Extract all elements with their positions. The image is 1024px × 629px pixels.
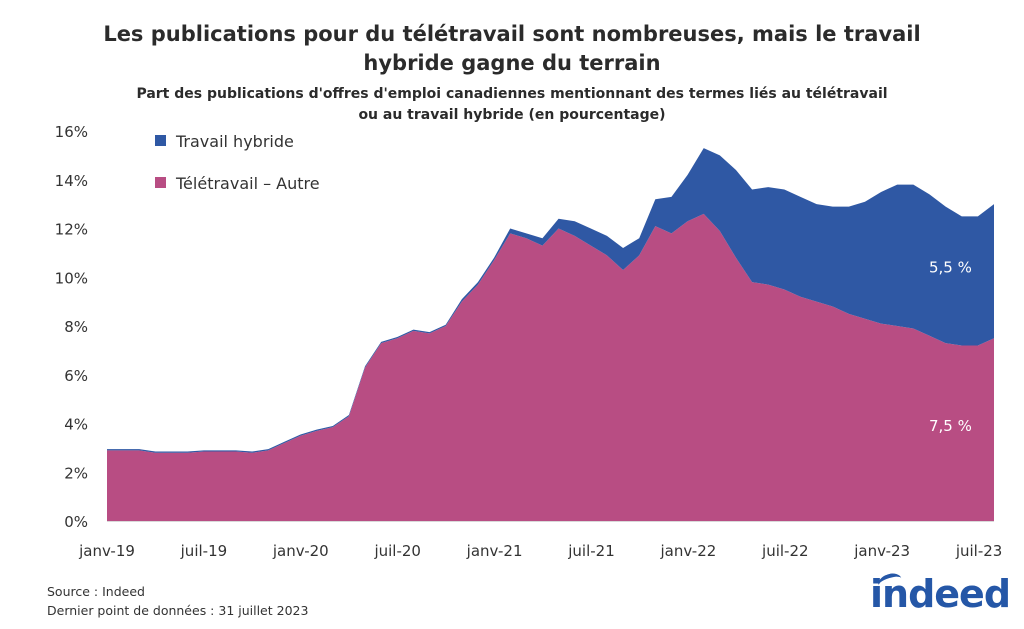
- area-series-travail-hybride: [107, 148, 994, 453]
- y-tick-label: 14%: [55, 172, 88, 190]
- y-tick-label: 12%: [55, 221, 88, 239]
- x-tick-label: juil-20: [373, 542, 421, 560]
- y-tick-label: 4%: [64, 416, 88, 434]
- y-tick-label: 2%: [64, 464, 88, 482]
- x-tick-label: janv-23: [853, 542, 910, 560]
- logo-wordmark: indeed: [870, 572, 1011, 616]
- y-tick-label: 8%: [64, 318, 88, 336]
- legend-label: Télétravail – Autre: [175, 174, 320, 193]
- last-data-point-text: Dernier point de données : 31 juillet 20…: [47, 603, 309, 618]
- x-tick-label: janv-21: [466, 542, 523, 560]
- data-label: 5,5 %: [929, 258, 972, 276]
- y-tick-label: 6%: [64, 367, 88, 385]
- x-tick-label: juil-21: [567, 542, 615, 560]
- chart-title-line-1: Les publications pour du télétravail son…: [103, 22, 921, 46]
- chart-subtitle-line-2: ou au travail hybride (en pourcentage): [358, 107, 666, 123]
- source-text: Source : Indeed: [47, 584, 145, 599]
- chart-subtitle-line-1: Part des publications d'offres d'emploi …: [136, 86, 888, 102]
- x-tick-label: janv-19: [78, 542, 135, 560]
- chart-subtitle: Part des publications d'offres d'emploi …: [0, 84, 1024, 126]
- area-series-teletravail-autre: [107, 213, 994, 521]
- x-tick-label: juil-19: [180, 542, 228, 560]
- annotations-layer: 5,5 % 7,5 %: [929, 258, 972, 434]
- data-label: 7,5 %: [929, 417, 972, 435]
- x-tick-label: juil-22: [761, 542, 809, 560]
- area-layer: [107, 148, 994, 521]
- x-tick-label: juil-23: [955, 542, 1003, 560]
- y-tick-label: 0%: [64, 513, 88, 531]
- chart-title: Les publications pour du télétravail son…: [0, 20, 1024, 78]
- legend-swatch: [155, 135, 166, 146]
- y-tick-label: 16%: [55, 123, 88, 141]
- legend: Travail hybride Télétravail – Autre: [155, 132, 320, 193]
- axes-layer: 0% 2% 4% 6% 8% 10% 12% 14% 16% janv-19 juil-19 janv…: [55, 123, 1003, 560]
- x-tick-label: janv-22: [659, 542, 716, 560]
- legend-label: Travail hybride: [175, 132, 294, 151]
- legend-swatch: [155, 177, 166, 188]
- y-tick-label: 10%: [55, 269, 88, 287]
- x-tick-label: janv-20: [272, 542, 329, 560]
- source-note: Source : Indeed Dernier point de données…: [47, 582, 308, 620]
- indeed-logo: indeed: [870, 570, 1011, 616]
- chart-title-line-2: hybride gagne du terrain: [363, 51, 661, 75]
